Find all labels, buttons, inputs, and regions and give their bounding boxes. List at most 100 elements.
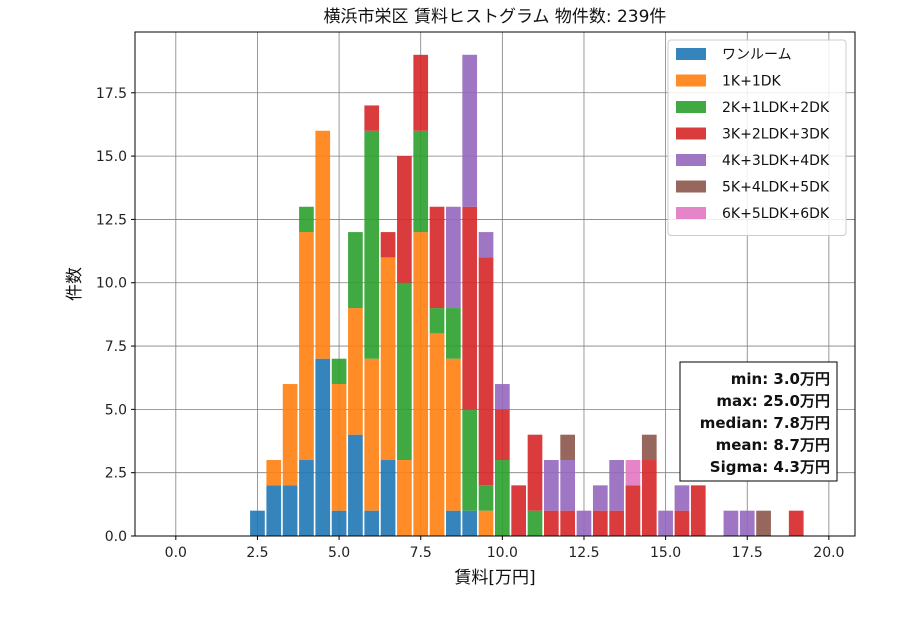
bar-3-22 bbox=[609, 510, 624, 536]
bar-2-15 bbox=[495, 460, 510, 536]
stats-line: mean: 8.7万円 bbox=[716, 436, 830, 454]
x-tick-label: 10.0 bbox=[487, 545, 518, 561]
bar-6-23 bbox=[625, 460, 641, 486]
bar-4-14 bbox=[478, 232, 494, 258]
x-tick-label: 20.0 bbox=[813, 545, 844, 561]
bar-4-13 bbox=[462, 54, 478, 207]
y-tick-label: 5.0 bbox=[105, 402, 127, 418]
bar-1-2 bbox=[282, 384, 298, 486]
bar-0-12 bbox=[446, 510, 461, 536]
legend-label: ワンルーム bbox=[722, 47, 792, 63]
bar-1-4 bbox=[315, 130, 331, 359]
legend: ワンルーム 1K+1DK 2K+1LDK+2DK 3K+2LDK+3DK 4K+3LDK… bbox=[667, 39, 847, 236]
stats-line: Sigma: 4.3万円 bbox=[710, 458, 830, 476]
legend-label: 4K+3LDK+4DK bbox=[722, 153, 830, 169]
bar-3-10 bbox=[413, 54, 429, 131]
legend-label: 5K+4LDK+5DK bbox=[722, 180, 830, 196]
bar-3-14 bbox=[478, 257, 494, 486]
bar-2-3 bbox=[299, 206, 314, 233]
bar-0-4 bbox=[315, 358, 331, 536]
x-tick-label: 12.5 bbox=[568, 545, 599, 561]
y-tick-label: 0.0 bbox=[105, 529, 127, 545]
bar-2-10 bbox=[413, 130, 429, 233]
bar-1-14 bbox=[478, 510, 494, 536]
bar-2-14 bbox=[478, 485, 494, 511]
bar-4-26 bbox=[674, 485, 690, 511]
legend-swatch bbox=[676, 101, 706, 113]
bar-3-11 bbox=[429, 206, 445, 309]
legend-swatch bbox=[676, 180, 706, 193]
stats-box: min: 3.0万円 max: 25.0万円 median: 7.8万円 mean: … bbox=[679, 361, 838, 482]
bar-3-13 bbox=[462, 206, 478, 410]
bar-3-9 bbox=[397, 156, 412, 283]
x-tick-label: 7.5 bbox=[410, 545, 432, 561]
y-tick-label: 2.5 bbox=[105, 466, 127, 482]
bar-1-10 bbox=[413, 232, 429, 537]
bar-4-21 bbox=[592, 485, 608, 511]
bar-1-9 bbox=[397, 460, 412, 536]
x-tick-label: 5.0 bbox=[328, 545, 350, 561]
bar-4-20 bbox=[576, 510, 592, 536]
bar-2-7 bbox=[364, 130, 380, 359]
legend-label: 3K+2LDK+3DK bbox=[722, 127, 830, 143]
y-axis: 0.0 2.5 5.0 7.5 10.0 12.5 15.0 17.5 bbox=[96, 86, 135, 545]
bar-1-1 bbox=[266, 460, 282, 486]
bar-3-19 bbox=[560, 510, 575, 536]
x-tick-label: 0.0 bbox=[165, 545, 187, 561]
bar-4-25 bbox=[658, 510, 673, 536]
legend-label: 2K+1LDK+2DK bbox=[722, 100, 830, 116]
x-tick-label: 17.5 bbox=[732, 545, 763, 561]
legend-swatch bbox=[676, 154, 706, 166]
bar-4-15 bbox=[495, 384, 510, 410]
legend-swatch bbox=[676, 207, 706, 219]
bar-3-17 bbox=[527, 434, 543, 511]
bar-3-7 bbox=[364, 105, 380, 131]
bar-3-21 bbox=[592, 510, 608, 536]
bar-4-30 bbox=[739, 510, 755, 536]
y-tick-label: 10.0 bbox=[96, 276, 127, 292]
bar-3-16 bbox=[511, 485, 527, 536]
bar-1-7 bbox=[364, 358, 380, 511]
bar-3-15 bbox=[495, 409, 510, 461]
bar-4-18 bbox=[543, 460, 559, 511]
bar-0-6 bbox=[348, 434, 363, 536]
bar-1-3 bbox=[299, 232, 314, 461]
bar-5-24 bbox=[641, 434, 657, 461]
bar-2-17 bbox=[527, 510, 543, 536]
bar-1-6 bbox=[348, 308, 363, 435]
x-tick-label: 2.5 bbox=[246, 545, 268, 561]
legend-swatch bbox=[676, 48, 706, 60]
bar-3-33 bbox=[788, 510, 804, 536]
bar-2-9 bbox=[397, 282, 412, 461]
bar-5-31 bbox=[756, 510, 771, 536]
y-tick-label: 17.5 bbox=[96, 86, 127, 102]
bar-3-18 bbox=[543, 510, 559, 536]
legend-label: 6K+5LDK+6DK bbox=[722, 206, 830, 222]
bar-3-8 bbox=[380, 232, 396, 258]
bar-5-19 bbox=[560, 434, 575, 461]
stats-line: max: 25.0万円 bbox=[716, 392, 830, 410]
stats-line: min: 3.0万円 bbox=[731, 370, 830, 388]
bar-2-12 bbox=[446, 308, 461, 359]
legend-label: 1K+1DK bbox=[722, 74, 782, 90]
stats-frame bbox=[679, 361, 838, 482]
legend-swatch bbox=[676, 74, 706, 87]
bar-2-11 bbox=[429, 308, 445, 334]
bar-3-24 bbox=[641, 460, 657, 536]
x-tick-label: 15.0 bbox=[650, 545, 681, 561]
bar-0-1 bbox=[266, 485, 282, 536]
y-axis-title: 件数 bbox=[65, 267, 85, 301]
stats-line: median: 7.8万円 bbox=[700, 414, 830, 432]
bars bbox=[250, 54, 804, 537]
bar-1-12 bbox=[446, 358, 461, 511]
bar-0-7 bbox=[364, 510, 380, 536]
legend-swatch bbox=[676, 127, 706, 140]
bar-2-6 bbox=[348, 232, 363, 309]
y-tick-label: 15.0 bbox=[96, 149, 127, 165]
x-axis: 0.0 2.5 5.0 7.5 10.0 12.5 15.0 17.5 20.0 bbox=[165, 536, 844, 561]
bar-2-5 bbox=[331, 358, 347, 385]
bar-0-8 bbox=[380, 460, 396, 536]
bar-0-0 bbox=[250, 510, 265, 536]
bar-1-11 bbox=[429, 333, 445, 536]
